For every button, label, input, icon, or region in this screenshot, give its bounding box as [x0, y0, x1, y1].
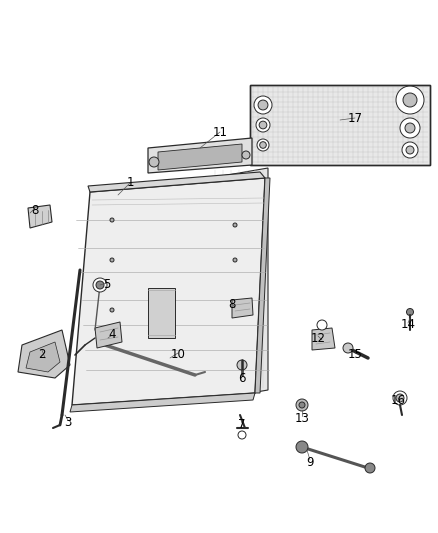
Polygon shape [148, 288, 175, 338]
Circle shape [233, 258, 237, 262]
Circle shape [406, 146, 414, 154]
Circle shape [93, 278, 107, 292]
Text: 16: 16 [391, 393, 406, 407]
Circle shape [257, 139, 269, 151]
Circle shape [110, 258, 114, 262]
Text: 1: 1 [126, 176, 134, 190]
Text: 6: 6 [238, 372, 246, 384]
Circle shape [256, 118, 270, 132]
Circle shape [365, 463, 375, 473]
Circle shape [260, 142, 266, 148]
Text: 5: 5 [103, 279, 111, 292]
Polygon shape [250, 85, 430, 165]
Text: 8: 8 [31, 204, 39, 216]
Polygon shape [18, 330, 70, 378]
Text: 17: 17 [347, 111, 363, 125]
Circle shape [296, 399, 308, 411]
Polygon shape [88, 172, 265, 192]
Circle shape [237, 360, 247, 370]
Polygon shape [70, 393, 255, 412]
Circle shape [258, 100, 268, 110]
Circle shape [405, 123, 415, 133]
Circle shape [259, 121, 267, 129]
Circle shape [149, 157, 159, 167]
Circle shape [254, 96, 272, 114]
Circle shape [233, 223, 237, 227]
Text: 8: 8 [228, 298, 236, 311]
Circle shape [343, 343, 353, 353]
Polygon shape [210, 168, 268, 400]
Text: 14: 14 [400, 319, 416, 332]
Polygon shape [28, 205, 52, 228]
Polygon shape [312, 328, 335, 350]
Text: 9: 9 [306, 456, 314, 469]
Text: 7: 7 [238, 418, 246, 432]
Polygon shape [158, 144, 242, 170]
Polygon shape [72, 178, 265, 405]
Polygon shape [95, 322, 122, 348]
Circle shape [406, 309, 413, 316]
Text: 3: 3 [64, 416, 72, 429]
Polygon shape [148, 138, 252, 173]
Circle shape [296, 441, 308, 453]
Circle shape [317, 320, 327, 330]
Circle shape [242, 151, 250, 159]
Circle shape [96, 281, 104, 289]
Polygon shape [255, 178, 270, 393]
Circle shape [393, 391, 407, 405]
Circle shape [402, 142, 418, 158]
Circle shape [396, 394, 404, 402]
Circle shape [400, 118, 420, 138]
Text: 4: 4 [108, 328, 116, 342]
Text: 15: 15 [348, 349, 362, 361]
Circle shape [110, 218, 114, 222]
Polygon shape [26, 342, 60, 372]
Text: 11: 11 [212, 125, 227, 139]
Text: 13: 13 [295, 411, 309, 424]
Text: 10: 10 [170, 349, 185, 361]
Text: 2: 2 [38, 349, 46, 361]
Circle shape [299, 402, 305, 408]
Circle shape [403, 93, 417, 107]
Circle shape [238, 431, 246, 439]
Circle shape [110, 308, 114, 312]
Polygon shape [232, 298, 253, 318]
Text: 12: 12 [311, 332, 325, 344]
Circle shape [396, 86, 424, 114]
